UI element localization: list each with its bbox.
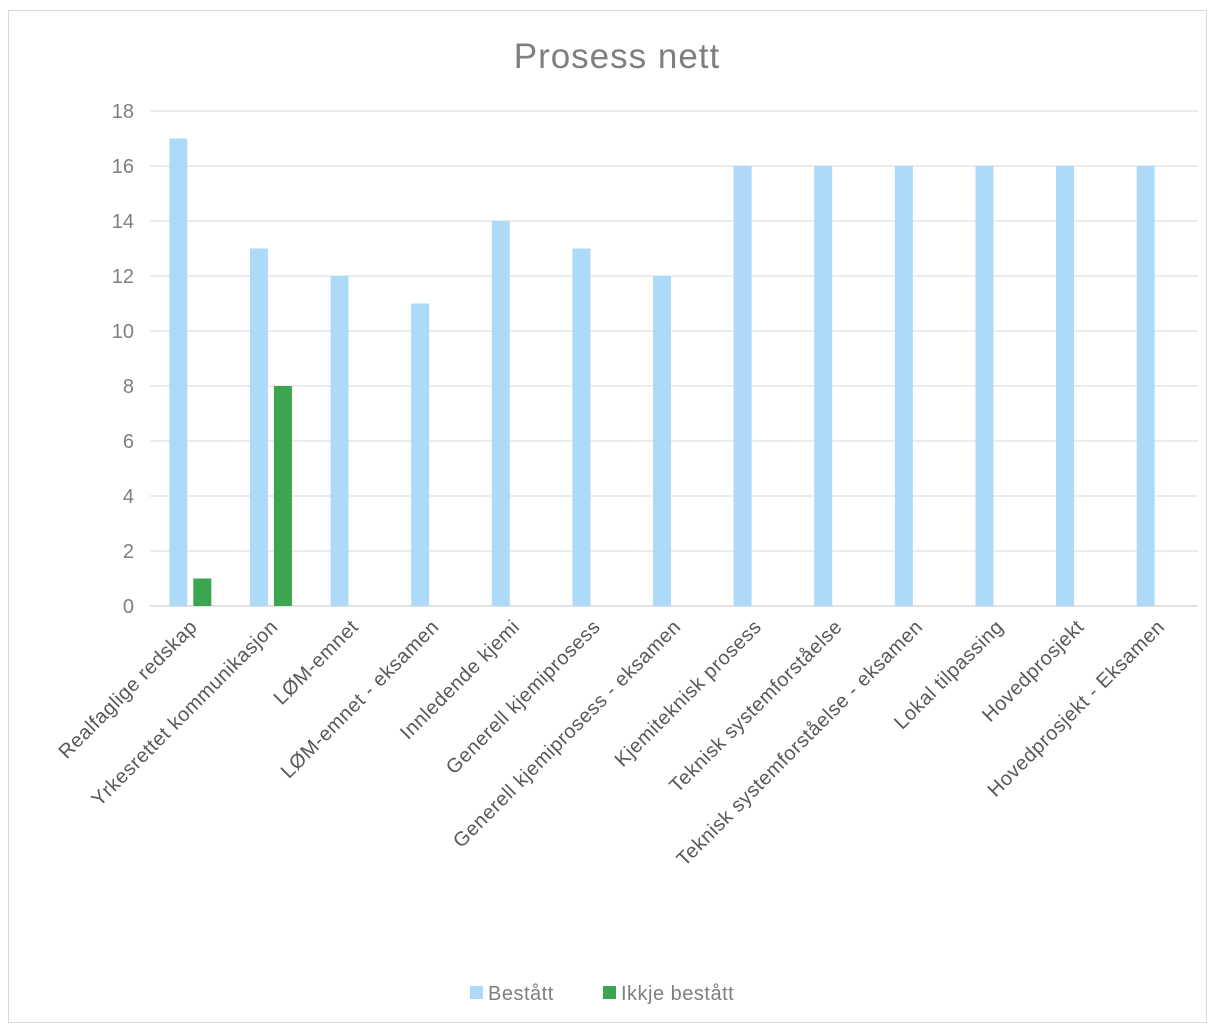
bar-bestatt: [894, 166, 913, 606]
y-tick-label: 6: [123, 431, 134, 453]
bar-bestatt: [169, 138, 188, 606]
y-axis-tick-labels: 0 2 4 6 8 10 12 14 16 18: [112, 101, 134, 618]
x-tick-label: Teknisk systemforståelse: [666, 616, 847, 797]
x-tick-label: Generell kjemiprosess: [442, 616, 605, 779]
chart-frame: [8, 10, 1207, 1023]
x-tick-label: Hovedprosjekt - Eksamen: [984, 616, 1170, 802]
gridlines: [150, 110, 1198, 607]
bar-bestatt: [572, 248, 591, 606]
bar-bestatt: [249, 248, 268, 606]
bar-bestatt: [733, 166, 752, 606]
y-tick-label: 18: [112, 101, 134, 123]
y-tick-label: 2: [123, 541, 134, 563]
bar-bestatt: [411, 303, 430, 606]
legend-swatch-bestatt: [470, 986, 483, 999]
x-tick-label: Kjemiteknisk prosess: [611, 616, 766, 771]
x-tick-label: Realfaglige redskap: [55, 616, 202, 763]
bar-ikkje-bestatt: [273, 386, 292, 606]
bars: [169, 138, 1155, 606]
bar-bestatt: [653, 276, 671, 606]
y-tick-label: 14: [112, 211, 134, 233]
y-tick-label: 0: [123, 596, 134, 618]
bar-ikkje-bestatt: [193, 578, 212, 606]
bar-bestatt: [975, 166, 994, 606]
y-tick-label: 16: [112, 156, 134, 178]
legend: Bestått Ikkje bestått: [470, 983, 734, 1005]
bar-bestatt: [330, 276, 349, 606]
legend-swatch-ikkje-bestatt: [603, 986, 616, 999]
x-tick-label: LØM-emnet - eksamen: [277, 616, 444, 783]
y-tick-label: 4: [123, 486, 134, 508]
legend-label: Bestått: [488, 983, 554, 1005]
y-tick-label: 12: [112, 266, 134, 288]
y-tick-label: 8: [123, 376, 134, 398]
legend-label: Ikkje bestått: [621, 983, 734, 1005]
chart-title: Prosess nett: [514, 37, 721, 76]
bar-bestatt: [814, 166, 833, 606]
bar-bestatt: [491, 221, 510, 606]
bar-bestatt: [1136, 166, 1155, 606]
y-tick-label: 10: [112, 321, 134, 343]
bar-bestatt: [1056, 166, 1075, 606]
